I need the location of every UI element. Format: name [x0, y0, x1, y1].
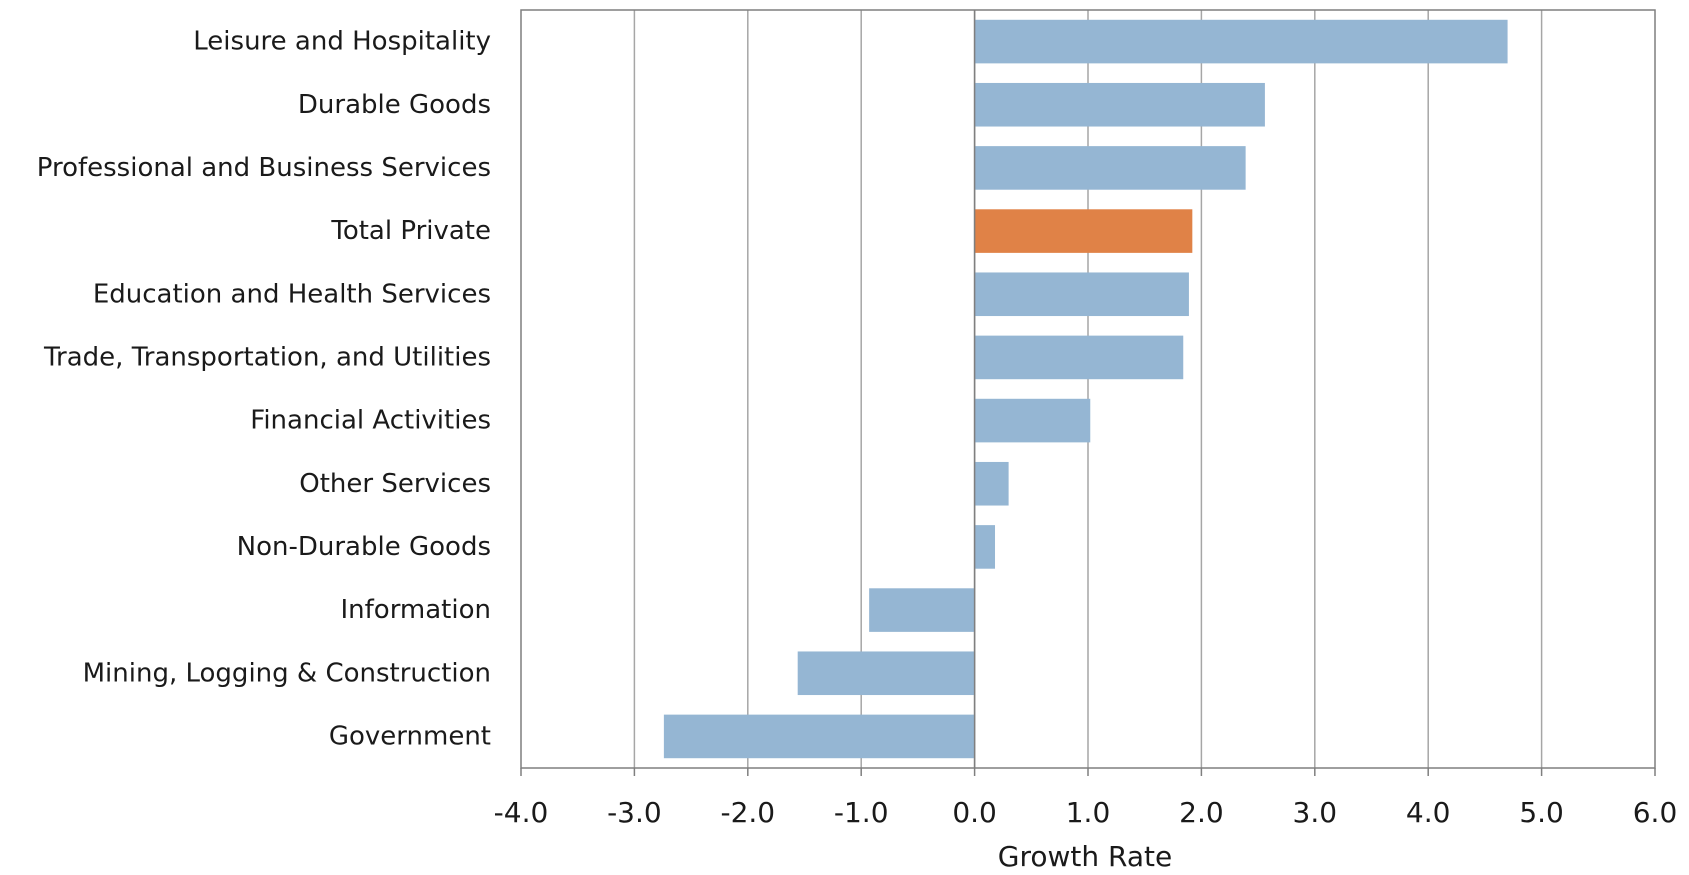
x-tick-label: -4.0 [494, 796, 549, 829]
bar [974, 461, 1009, 506]
bar [869, 588, 975, 632]
plot-border [520, 9, 1656, 769]
bar [974, 19, 1508, 64]
x-tick-labels: -4.0 -3.0 -2.0 -1.0 0.0 1.0 2.0 3.0 4.0 5.0 6.0 [494, 796, 1678, 829]
x-tick-label: 2.0 [1179, 796, 1224, 829]
x-tick-label: 6.0 [1633, 796, 1678, 829]
bars [663, 19, 1508, 759]
bar [974, 272, 1189, 317]
x-tick-label: -3.0 [607, 796, 662, 829]
category-label: Other Services [299, 469, 491, 499]
bar [974, 146, 1246, 190]
category-label: Durable Goods [298, 90, 491, 120]
category-label: Leisure and Hospitality [193, 27, 491, 57]
bar [663, 714, 975, 759]
bar [974, 335, 1184, 380]
bar [974, 82, 1265, 127]
x-tick-label: -1.0 [834, 796, 889, 829]
bar [797, 651, 975, 696]
plot-frame [520, 9, 1656, 776]
x-axis-title: Growth Rate [998, 840, 1172, 873]
category-labels: Leisure and Hospitality Durable Goods Prof… [37, 27, 491, 752]
category-label: Financial Activities [250, 406, 491, 436]
bar [974, 398, 1091, 443]
category-label: Information [340, 595, 491, 625]
category-label: Mining, Logging & Construction [83, 658, 491, 688]
category-label: Non-Durable Goods [237, 532, 491, 562]
x-tick-label: 3.0 [1293, 796, 1338, 829]
category-label: Government [329, 721, 491, 751]
category-label: Trade, Transportation, and Utilities [43, 342, 491, 372]
bar [974, 209, 1193, 253]
category-label: Education and Health Services [93, 279, 491, 309]
x-tick-label: 1.0 [1066, 796, 1111, 829]
category-label: Total Private [330, 216, 491, 246]
x-tick-label: -2.0 [720, 796, 775, 829]
category-label: Professional and Business Services [37, 153, 491, 183]
x-tick-label: 4.0 [1406, 796, 1451, 829]
x-tick-label: 5.0 [1519, 796, 1564, 829]
x-tick-label: 0.0 [952, 796, 997, 829]
bar [974, 525, 996, 569]
